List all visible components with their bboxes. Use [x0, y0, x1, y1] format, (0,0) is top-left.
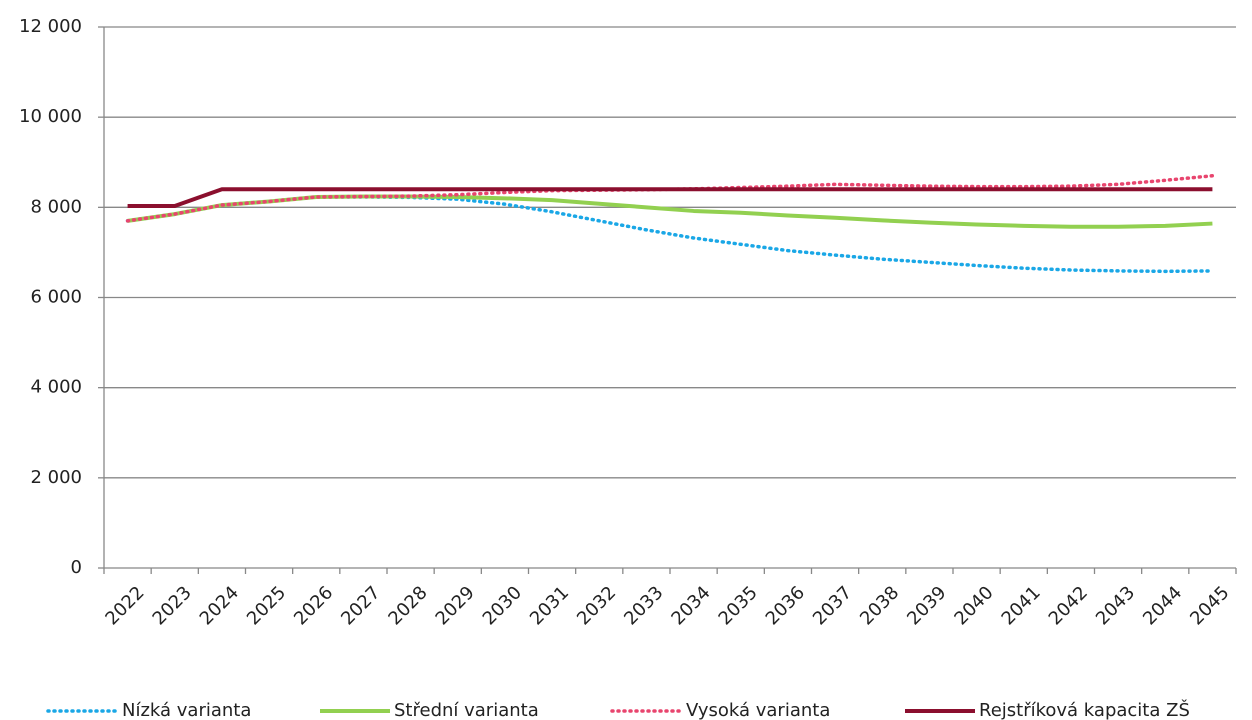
legend-label: Střední varianta: [394, 700, 539, 720]
x-tick-label: 2026: [290, 582, 337, 629]
x-tick-label: 2040: [950, 582, 997, 629]
x-tick-label: 2037: [809, 582, 856, 629]
y-tick-label: 0: [71, 557, 82, 578]
x-tick-label: 2044: [1139, 582, 1186, 629]
x-tick-label: 2023: [149, 582, 196, 629]
x-tick-label: 2045: [1186, 582, 1233, 629]
legend-label: Rejstříková kapacita ZŠ: [979, 699, 1190, 720]
x-tick-label: 2032: [573, 582, 620, 629]
series-line: [125, 174, 1215, 223]
x-tick-label: 2029: [432, 582, 479, 629]
x-tick-label: 2028: [384, 582, 431, 629]
x-tick-label: 2031: [526, 582, 573, 629]
y-tick-label: 12 000: [19, 16, 82, 37]
x-tick-label: 2025: [243, 582, 290, 629]
y-tick-label: 8 000: [30, 196, 82, 217]
x-tick-label: 2039: [903, 582, 950, 629]
series-line: [127, 194, 1213, 229]
series-line: [127, 187, 1213, 208]
x-tick-label: 2027: [337, 582, 384, 629]
x-tick-label: 2036: [762, 582, 809, 629]
legend-label: Vysoká varianta: [686, 700, 830, 720]
x-tick-label: 2030: [479, 582, 526, 629]
y-tick-label: 4 000: [30, 377, 82, 398]
x-tick-label: 2043: [1092, 582, 1139, 629]
x-tick-label: 2022: [101, 582, 148, 629]
y-tick-label: 2 000: [30, 467, 82, 488]
legend-label: Nízká varianta: [122, 700, 251, 720]
x-tick-label: 2041: [998, 582, 1045, 629]
x-tick-label: 2035: [715, 582, 762, 629]
y-tick-label: 6 000: [30, 287, 82, 308]
x-tick-label: 2038: [856, 582, 903, 629]
y-tick-label: 10 000: [19, 106, 82, 127]
x-tick-label: 2042: [1045, 582, 1092, 629]
x-tick-label: 2033: [620, 582, 667, 629]
x-tick-label: 2034: [667, 582, 714, 629]
x-tick-label: 2024: [196, 582, 243, 629]
